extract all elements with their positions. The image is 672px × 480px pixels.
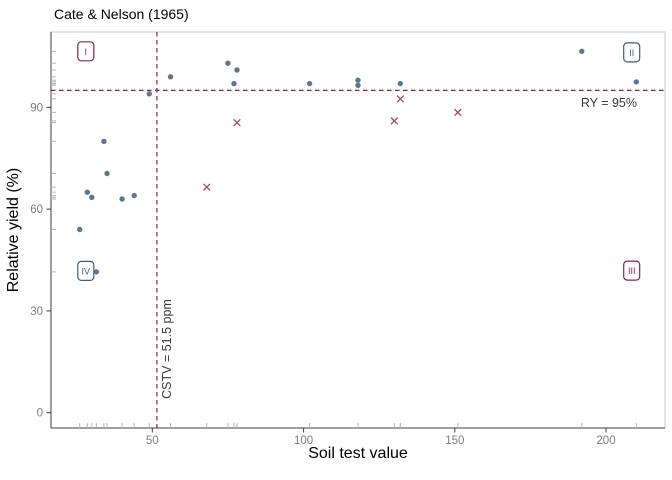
data-point: [579, 48, 585, 54]
data-point: [234, 67, 240, 73]
data-point: [101, 138, 107, 144]
quadrant-label-I: I: [77, 41, 95, 62]
data-point: [633, 79, 639, 85]
data-point: [119, 196, 125, 202]
data-point: [306, 80, 313, 87]
x-tick-label: 50: [146, 435, 159, 447]
quadrant-label-III: III: [623, 260, 641, 281]
svg-text:II: II: [629, 48, 634, 58]
data-point: [84, 189, 91, 195]
svg-text:IV: IV: [82, 266, 91, 276]
x-axis-title: Soil test value: [308, 445, 408, 462]
panel-border: [50, 31, 666, 429]
misclassified-point: [396, 95, 405, 103]
misclassified-point: [454, 108, 462, 117]
data-point: [355, 77, 361, 83]
cstv-line-annotation: CSTV = 51.5 ppm: [160, 299, 174, 399]
misclassified-point: [390, 117, 399, 125]
data-point: [93, 269, 100, 275]
y-tick-label: 90: [30, 102, 43, 114]
data-point: [89, 194, 95, 200]
data-point: [146, 91, 152, 97]
data-point: [77, 226, 83, 233]
svg-text:I: I: [85, 47, 88, 57]
ry-line-annotation: RY = 95%: [580, 96, 637, 110]
quadrant-label-II: II: [623, 42, 641, 63]
svg-text:III: III: [628, 266, 636, 276]
y-tick-label: 30: [30, 306, 43, 318]
misclassified-point: [203, 183, 211, 191]
data-point: [131, 192, 137, 199]
x-tick-label: 200: [596, 435, 615, 447]
data-point: [231, 80, 237, 87]
data-point: [167, 74, 174, 80]
quadrant-label-IV: IV: [77, 260, 95, 281]
y-tick-label: 60: [30, 204, 43, 216]
x-tick-label: 150: [445, 435, 464, 447]
y-axis-title: Relative yield (%): [5, 167, 22, 293]
data-point: [397, 80, 403, 87]
chart-title: Cate & Nelson (1965): [54, 6, 189, 22]
x-tick-label: 100: [294, 435, 313, 447]
misclassified-point: [233, 118, 241, 127]
data-point: [104, 170, 110, 177]
y-tick-label: 0: [37, 408, 43, 420]
data-point: [225, 60, 231, 66]
data-point: [355, 82, 361, 89]
